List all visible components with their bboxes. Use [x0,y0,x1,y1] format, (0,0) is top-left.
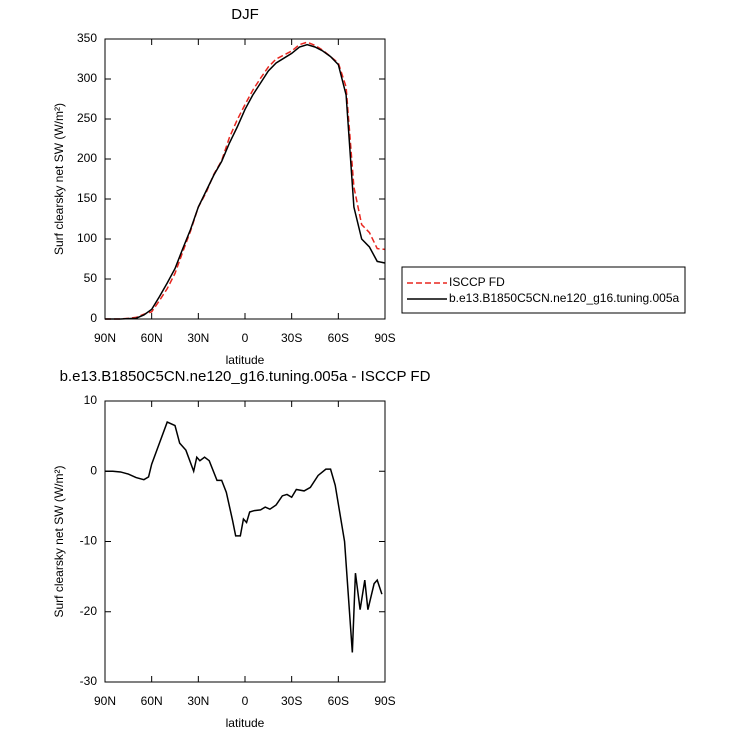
y-tick-label: -30 [80,674,98,688]
y-tick-label: 350 [77,31,97,45]
y-tick-label: 250 [77,111,97,125]
y-tick-label: 300 [77,71,97,85]
x-tick-label: 60S [328,331,349,345]
x-tick-label: 30N [187,694,209,708]
x-axis-label: latitude [226,353,265,367]
y-axis-label: Surf clearsky net SW (W/m²) [52,103,66,255]
x-tick-label: 30S [281,694,302,708]
y-tick-label: 10 [84,393,98,407]
y-tick-label: 0 [90,463,97,477]
x-tick-label: 60N [141,331,163,345]
x-tick-label: 0 [242,331,249,345]
plot-frame [104,38,386,320]
x-tick-label: 0 [242,694,249,708]
y-tick-label: 200 [77,151,97,165]
x-axis-label: latitude [226,716,265,730]
x-tick-label: 90N [94,331,116,345]
x-tick-label: 90N [94,694,116,708]
x-tick-label: 60S [328,694,349,708]
y-tick-label: -20 [80,604,98,618]
chart-title: b.e13.B1850C5CN.ne120_g16.tuning.005a - … [60,368,431,385]
y-axis-label: Surf clearsky net SW (W/m²) [52,465,66,617]
y-tick-label: 0 [90,311,97,325]
x-tick-label: 90S [374,694,395,708]
x-tick-label: 60N [141,694,163,708]
y-tick-label: -10 [80,534,98,548]
y-tick-label: 50 [84,271,98,285]
plot-frame [104,400,386,683]
chart-title: DJF [231,6,259,23]
data-line [105,41,386,320]
x-tick-label: 30N [187,331,209,345]
data-line [105,43,386,320]
x-tick-label: 30S [281,331,302,345]
legend-label: b.e13.B1850C5CN.ne120_g16.tuning.005a [449,291,680,305]
legend-box [401,266,686,314]
legend-label: ISCCP FD [449,275,505,289]
y-tick-label: 150 [77,191,97,205]
data-line [105,421,383,653]
x-tick-label: 90S [374,331,395,345]
y-tick-label: 100 [77,231,97,245]
